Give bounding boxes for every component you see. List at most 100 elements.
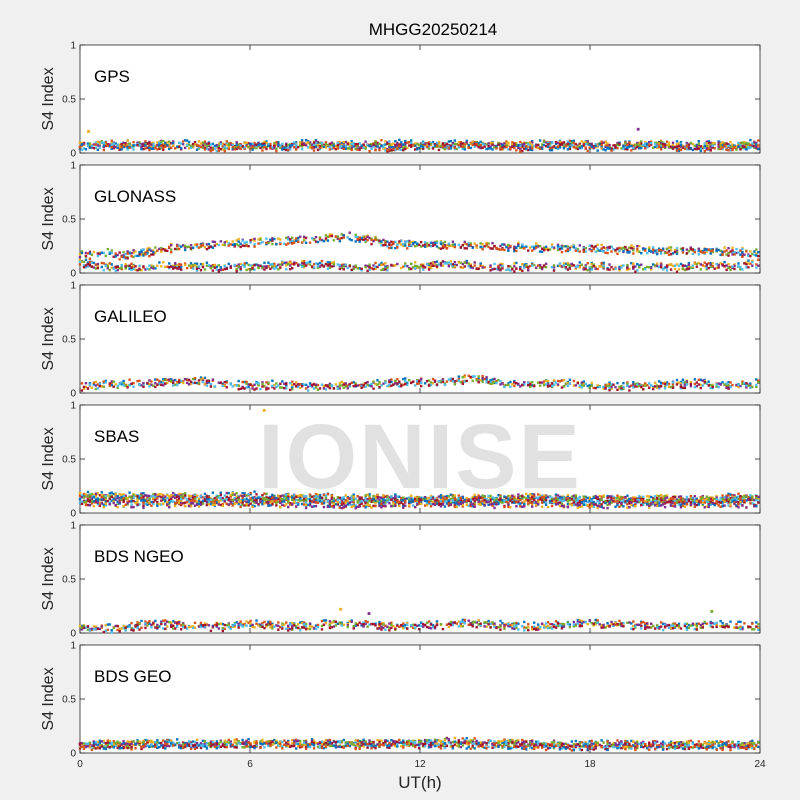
scatter-point: [160, 140, 163, 144]
scatter-point: [106, 247, 109, 251]
scatter-point: [689, 141, 693, 145]
scatter-point: [453, 146, 457, 150]
scatter-point: [223, 143, 226, 146]
scatter-point: [699, 268, 702, 271]
scatter-point: [152, 265, 155, 268]
scatter-point: [717, 147, 720, 151]
scatter-point: [90, 146, 94, 149]
scatter-point: [451, 141, 455, 145]
scatter-point: [219, 381, 223, 384]
scatter-point: [659, 385, 663, 388]
scatter-point: [697, 247, 700, 250]
scatter-point: [219, 141, 223, 144]
scatter-point: [741, 255, 744, 259]
scatter-point: [296, 383, 300, 386]
scatter-point: [233, 148, 236, 151]
scatter-point: [737, 145, 740, 149]
scatter-point: [548, 384, 552, 388]
scatter-point: [455, 147, 459, 151]
scatter-point: [104, 144, 107, 148]
scatter-point: [265, 266, 268, 270]
scatter-point: [130, 266, 133, 269]
scatter-point: [437, 142, 441, 145]
scatter-point: [653, 385, 657, 388]
scatter-point: [146, 381, 149, 385]
scatter-point: [203, 143, 207, 146]
scatter-point: [425, 145, 429, 149]
scatter-point: [273, 146, 276, 150]
scatter-point: [408, 144, 411, 147]
scatter-point: [108, 145, 111, 148]
scatter-point: [398, 138, 401, 142]
scatter-point: [475, 244, 478, 247]
scatter-point: [604, 145, 607, 149]
scatter-point: [269, 267, 272, 270]
scatter-point: [501, 145, 504, 149]
scatter-point: [665, 264, 669, 268]
scatter-point: [374, 149, 377, 152]
scatter-point: [92, 250, 96, 254]
series-2: [78, 139, 760, 153]
scatter-point: [711, 141, 714, 145]
scatter-point: [287, 143, 290, 147]
scatter-point: [314, 145, 318, 149]
scatter-point: [550, 265, 554, 269]
scatter-point: [108, 382, 111, 385]
scatter-point: [659, 145, 663, 148]
scatter-point: [193, 381, 197, 385]
scatter-point: [300, 143, 304, 146]
scatter-point: [532, 144, 536, 148]
scatter-point: [356, 148, 359, 151]
scatter-point: [727, 387, 730, 390]
scatter-point: [201, 262, 205, 266]
scatter-point: [681, 378, 685, 381]
scatter-point: [138, 144, 141, 147]
scatter-point: [572, 264, 576, 267]
scatter-point: [314, 141, 318, 145]
scatter-point: [350, 268, 353, 272]
scatter-point: [235, 492, 238, 495]
scatter-point: [491, 247, 494, 250]
scatter-point: [471, 143, 474, 146]
scatter-point: [225, 491, 228, 495]
scatter-point: [80, 389, 84, 392]
scatter-point: [709, 149, 712, 152]
scatter-point: [304, 138, 308, 142]
scatter-point: [453, 260, 457, 264]
scatter-point: [384, 149, 387, 152]
scatter-point: [114, 252, 117, 255]
scatter-point: [388, 145, 391, 149]
scatter-point: [479, 146, 482, 150]
scatter-point: [745, 148, 748, 151]
scatter-point: [534, 242, 538, 245]
scatter-point: [235, 141, 238, 144]
scatter-point: [711, 249, 714, 252]
scatter-point: [255, 387, 258, 390]
scatter-point: [653, 381, 657, 385]
scatter-point: [693, 144, 697, 147]
scatter-point: [655, 252, 659, 256]
scatter-point: [685, 142, 689, 145]
scatter-point: [257, 242, 260, 245]
scatter-point: [507, 265, 510, 268]
scatter-point: [663, 387, 667, 390]
scatter-point: [300, 141, 304, 144]
scatter-point: [324, 141, 328, 144]
scatter-point: [160, 250, 163, 254]
scatter-point: [646, 146, 649, 149]
scatter-point: [84, 258, 88, 261]
scatter-point: [225, 140, 228, 143]
scatter-point: [713, 147, 716, 150]
scatter-point: [300, 385, 304, 388]
scatter-point: [237, 143, 240, 146]
scatter-point: [727, 254, 730, 257]
scatter-point: [685, 252, 689, 255]
scatter-point: [291, 266, 294, 270]
scatter-point: [661, 142, 665, 146]
scatter-point: [322, 239, 326, 243]
scatter-point: [358, 146, 361, 149]
scatter-point: [711, 144, 714, 147]
scatter-point: [263, 142, 266, 145]
scatter-point: [342, 147, 345, 151]
scatter-point: [449, 144, 453, 147]
